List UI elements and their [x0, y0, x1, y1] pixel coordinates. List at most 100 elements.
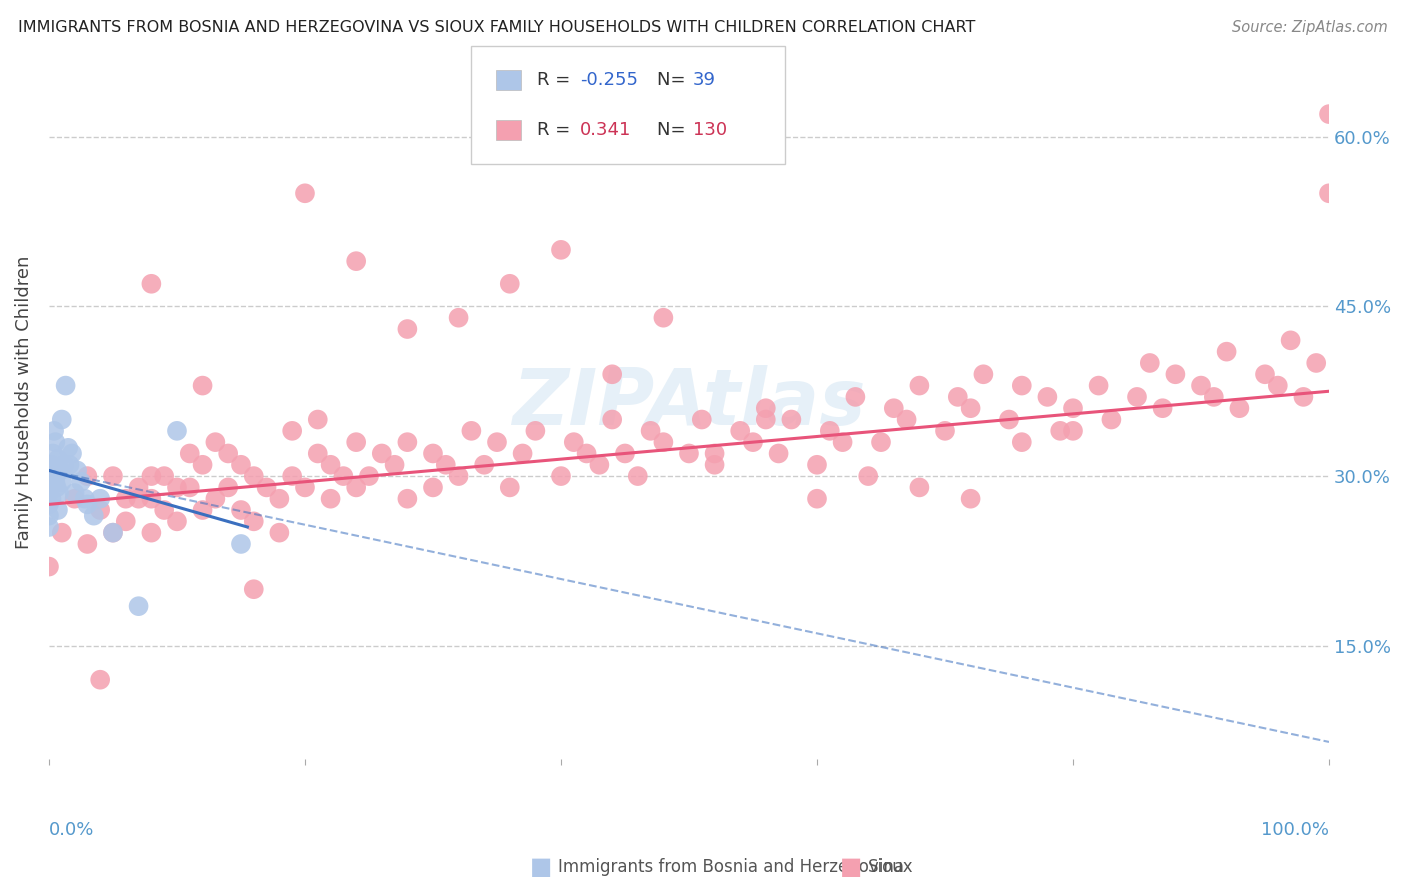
Point	[472, 458, 495, 472]
Point	[153, 503, 176, 517]
Point	[73, 491, 96, 506]
Point	[101, 525, 124, 540]
Point	[1011, 435, 1033, 450]
Point	[883, 401, 905, 416]
Point	[1036, 390, 1059, 404]
Point	[1164, 368, 1187, 382]
Point	[38, 497, 60, 511]
Point	[344, 480, 367, 494]
Point	[1254, 368, 1277, 382]
Point	[89, 491, 111, 506]
Point	[294, 186, 316, 201]
Point	[690, 412, 713, 426]
Point	[755, 401, 778, 416]
Point	[434, 458, 457, 472]
Point	[141, 469, 163, 483]
Point	[499, 277, 522, 291]
Point	[217, 480, 239, 494]
Y-axis label: Family Households with Children: Family Households with Children	[15, 256, 32, 549]
Point	[344, 254, 367, 268]
Point	[153, 469, 176, 483]
Point	[1011, 378, 1033, 392]
Point	[755, 412, 778, 426]
Point	[44, 435, 66, 450]
Point	[371, 446, 394, 460]
Point	[83, 508, 105, 523]
Point	[269, 525, 291, 540]
Point	[600, 412, 623, 426]
Point	[204, 491, 226, 506]
Point	[485, 435, 508, 450]
Point	[179, 446, 201, 460]
Point	[652, 310, 675, 325]
Point	[141, 277, 163, 291]
Point	[856, 469, 879, 483]
Point	[627, 469, 650, 483]
Point	[499, 480, 522, 494]
Point	[114, 491, 136, 506]
Point	[512, 446, 534, 460]
Point	[51, 412, 73, 426]
Point	[422, 480, 444, 494]
Point	[550, 243, 572, 257]
Point	[307, 446, 329, 460]
Point	[1139, 356, 1161, 370]
Text: Immigrants from Bosnia and Herzegovina: Immigrants from Bosnia and Herzegovina	[558, 858, 904, 876]
Point	[89, 673, 111, 687]
Point	[141, 491, 163, 506]
Point	[114, 514, 136, 528]
Point	[384, 458, 406, 472]
Point	[41, 458, 63, 472]
Text: IMMIGRANTS FROM BOSNIA AND HERZEGOVINA VS SIOUX FAMILY HOUSEHOLDS WITH CHILDREN : IMMIGRANTS FROM BOSNIA AND HERZEGOVINA V…	[18, 20, 976, 35]
Text: Source: ZipAtlas.com: Source: ZipAtlas.com	[1232, 20, 1388, 35]
Text: R =: R =	[537, 70, 575, 88]
Point	[396, 491, 419, 506]
Point	[678, 446, 700, 460]
FancyBboxPatch shape	[496, 120, 522, 140]
Point	[44, 475, 66, 489]
Point	[1215, 344, 1237, 359]
Text: -0.255: -0.255	[581, 70, 638, 88]
Point	[141, 525, 163, 540]
Point	[806, 458, 828, 472]
Point	[41, 491, 63, 506]
Text: N=: N=	[657, 70, 692, 88]
Point	[38, 469, 60, 483]
Point	[806, 491, 828, 506]
Point	[256, 480, 278, 494]
Point	[614, 446, 637, 460]
Point	[63, 486, 86, 500]
Point	[319, 458, 342, 472]
Point	[55, 378, 77, 392]
Point	[1152, 401, 1174, 416]
Point	[76, 497, 98, 511]
Point	[38, 458, 60, 472]
Point	[42, 446, 65, 460]
Point	[179, 480, 201, 494]
Point	[831, 435, 853, 450]
Point	[1317, 186, 1340, 201]
Point	[229, 458, 252, 472]
Point	[818, 424, 841, 438]
Point	[896, 412, 918, 426]
Point	[166, 480, 188, 494]
Point	[49, 463, 72, 477]
Point	[89, 503, 111, 517]
Point	[229, 537, 252, 551]
Point	[229, 503, 252, 517]
Text: 0.0%: 0.0%	[49, 822, 94, 839]
Point	[51, 475, 73, 489]
Text: ZIPAtlas: ZIPAtlas	[512, 365, 866, 441]
Point	[281, 469, 304, 483]
Point	[166, 514, 188, 528]
Point	[166, 424, 188, 438]
Point	[550, 469, 572, 483]
Point	[242, 582, 264, 597]
Point	[58, 458, 80, 472]
Point	[319, 491, 342, 506]
Point	[39, 463, 62, 477]
Text: 100.0%: 100.0%	[1261, 822, 1329, 839]
Point	[269, 491, 291, 506]
Point	[101, 469, 124, 483]
Point	[42, 424, 65, 438]
